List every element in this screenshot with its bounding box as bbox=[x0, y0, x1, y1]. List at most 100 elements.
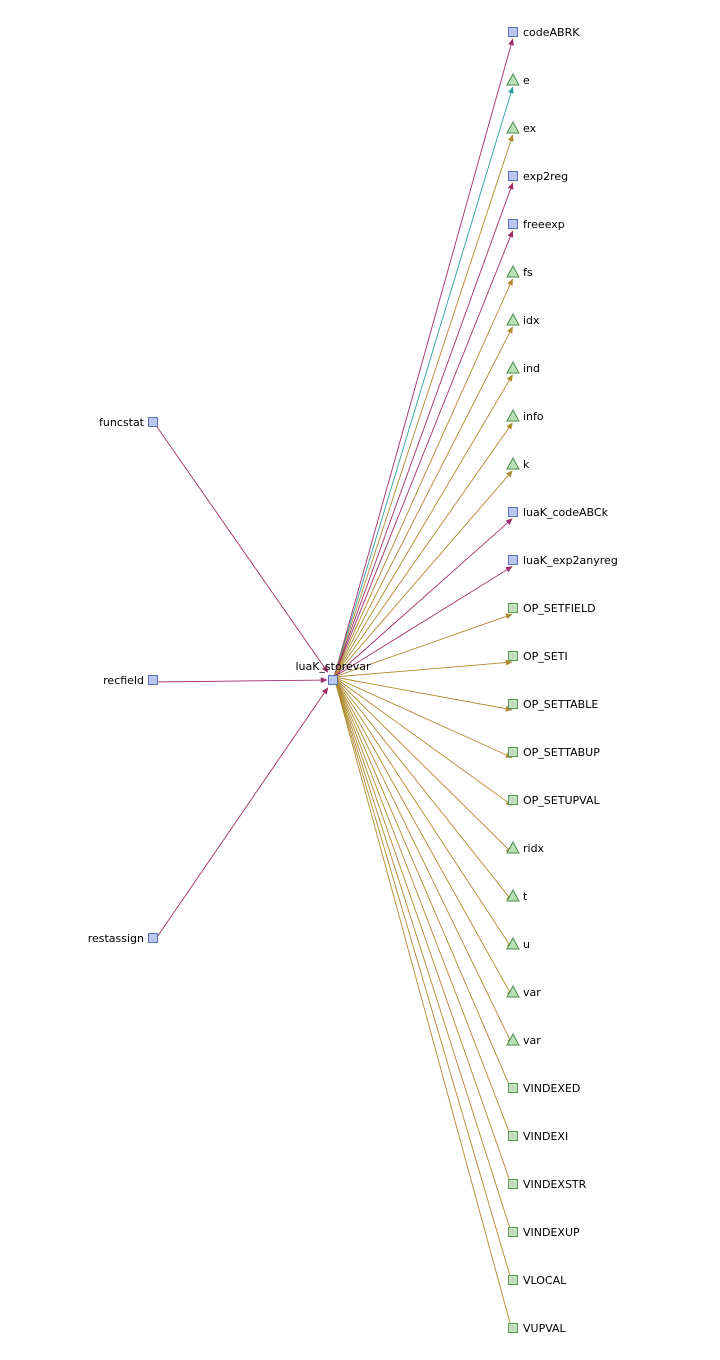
edge-luak-storevar-to-vupval-27 bbox=[333, 676, 514, 1334]
node-label: OP_SETTABLE bbox=[523, 698, 598, 711]
edge-luak-storevar-to-vlocal-26 bbox=[333, 676, 514, 1286]
function-square-icon bbox=[508, 507, 518, 517]
edge-luak-storevar-to-t-18 bbox=[333, 676, 513, 902]
node-label: var bbox=[523, 986, 541, 999]
node-label: OP_SETFIELD bbox=[523, 602, 596, 615]
node-label: luaK_exp2anyreg bbox=[523, 554, 618, 567]
node-luak-exp2anyreg[interactable]: luaK_exp2anyreg bbox=[508, 554, 618, 567]
edge-luak-storevar-to-ind-7 bbox=[333, 374, 513, 678]
node-label: ind bbox=[523, 362, 540, 375]
node-op-setupval[interactable]: OP_SETUPVAL bbox=[508, 794, 601, 807]
node-label: restassign bbox=[88, 932, 144, 945]
variable-triangle-icon bbox=[506, 936, 520, 950]
variable-triangle-icon bbox=[506, 984, 520, 998]
node-recfield[interactable]: recfield bbox=[103, 674, 158, 687]
function-square-icon bbox=[508, 171, 518, 181]
node-u[interactable]: u bbox=[506, 936, 530, 951]
node-vindexed[interactable]: VINDEXED bbox=[508, 1082, 581, 1095]
edge-luak-storevar-to-idx-6 bbox=[333, 326, 513, 678]
edge-luak-storevar-to-codeabrk-0 bbox=[333, 38, 514, 678]
edge-luak-storevar-to-e-1 bbox=[333, 86, 514, 678]
node-label: VINDEXED bbox=[523, 1082, 580, 1095]
variable-triangle-icon bbox=[506, 840, 520, 854]
variable-triangle-icon bbox=[506, 264, 520, 278]
node-ind[interactable]: ind bbox=[506, 360, 540, 375]
edge-luak-storevar-to-fs-5 bbox=[333, 278, 514, 678]
edge-luak-storevar-to-freeexp-4 bbox=[333, 230, 514, 678]
node-label: VINDEXI bbox=[523, 1130, 568, 1143]
node-op-seti[interactable]: OP_SETI bbox=[508, 650, 568, 663]
edge-recfield-to-luak-storevar bbox=[154, 677, 328, 684]
variable-triangle-icon bbox=[506, 312, 520, 326]
node-info[interactable]: info bbox=[506, 408, 544, 423]
node-label: info bbox=[523, 410, 544, 423]
node-op-settabup[interactable]: OP_SETTABUP bbox=[508, 746, 601, 759]
node-e[interactable]: e bbox=[506, 72, 530, 87]
node-label: VUPVAL bbox=[523, 1322, 567, 1335]
function-square-icon bbox=[508, 219, 518, 229]
node-fs[interactable]: fs bbox=[506, 264, 533, 279]
node-label: codeABRK bbox=[523, 26, 580, 39]
node-label: u bbox=[523, 938, 530, 951]
edge-luak-storevar-to-k-9 bbox=[333, 470, 513, 678]
node-label: funcstat bbox=[99, 416, 145, 429]
node-ridx[interactable]: ridx bbox=[506, 840, 545, 855]
variable-triangle-icon bbox=[506, 1032, 520, 1046]
constant-square-icon bbox=[508, 603, 518, 613]
node-vlocal[interactable]: VLOCAL bbox=[508, 1274, 568, 1287]
node-label: k bbox=[523, 458, 530, 471]
constant-square-icon bbox=[508, 1227, 518, 1237]
edge-luak-storevar-to-info-8 bbox=[333, 422, 513, 678]
node-label: fs bbox=[523, 266, 533, 279]
node-label: VINDEXUP bbox=[523, 1226, 580, 1239]
edge-restassign-to-luak-storevar bbox=[154, 687, 329, 941]
edges-layer bbox=[154, 38, 514, 1334]
node-op-settable[interactable]: OP_SETTABLE bbox=[508, 698, 599, 711]
node-var-20[interactable]: var bbox=[506, 984, 541, 999]
constant-square-icon bbox=[508, 1323, 518, 1333]
node-funcstat[interactable]: funcstat bbox=[99, 416, 158, 429]
edge-luak-storevar-to-op-setfield-12 bbox=[333, 613, 513, 678]
constant-square-icon bbox=[508, 795, 518, 805]
node-label: luaK_codeABCk bbox=[523, 506, 609, 519]
node-vindexup[interactable]: VINDEXUP bbox=[508, 1226, 581, 1239]
node-label: VINDEXSTR bbox=[523, 1178, 587, 1191]
node-luak-codeabck[interactable]: luaK_codeABCk bbox=[508, 506, 609, 519]
constant-square-icon bbox=[508, 651, 518, 661]
constant-square-icon bbox=[508, 699, 518, 709]
node-exp2reg[interactable]: exp2reg bbox=[508, 170, 569, 183]
constant-square-icon bbox=[508, 1179, 518, 1189]
node-var-21[interactable]: var bbox=[506, 1032, 541, 1047]
node-label: luaK_storevar bbox=[295, 660, 371, 673]
edge-luak-storevar-to-var-20 bbox=[333, 676, 513, 998]
node-vindexi[interactable]: VINDEXI bbox=[508, 1130, 569, 1143]
node-freeexp[interactable]: freeexp bbox=[508, 218, 565, 231]
edge-luak-storevar-to-vindexup-25 bbox=[333, 676, 514, 1238]
node-codeabrk[interactable]: codeABRK bbox=[508, 26, 581, 39]
nodes-layer: funcstat recfield restassign codeABRK e ex exp… bbox=[88, 26, 618, 1335]
function-square-icon bbox=[328, 675, 338, 685]
node-k[interactable]: k bbox=[506, 456, 530, 471]
node-idx[interactable]: idx bbox=[506, 312, 540, 327]
function-square-icon bbox=[148, 675, 158, 685]
node-luak-storevar[interactable]: luaK_storevar bbox=[295, 660, 371, 685]
node-t[interactable]: t bbox=[506, 888, 528, 903]
node-ex[interactable]: ex bbox=[506, 120, 537, 135]
node-label: ridx bbox=[523, 842, 545, 855]
node-op-setfield[interactable]: OP_SETFIELD bbox=[508, 602, 596, 615]
edge-luak-storevar-to-vindexed-22 bbox=[333, 676, 514, 1094]
edge-luak-storevar-to-var-21 bbox=[333, 676, 513, 1046]
variable-triangle-icon bbox=[506, 408, 520, 422]
variable-triangle-icon bbox=[506, 360, 520, 374]
constant-square-icon bbox=[508, 1083, 518, 1093]
constant-square-icon bbox=[508, 1275, 518, 1285]
edge-luak-storevar-to-op-seti-13 bbox=[333, 659, 513, 678]
edge-luak-storevar-to-op-setupval-16 bbox=[333, 676, 513, 806]
node-vindexstr[interactable]: VINDEXSTR bbox=[508, 1178, 587, 1191]
node-vupval[interactable]: VUPVAL bbox=[508, 1322, 567, 1335]
constant-square-icon bbox=[508, 747, 518, 757]
node-restassign[interactable]: restassign bbox=[88, 932, 158, 945]
constant-square-icon bbox=[508, 1131, 518, 1141]
node-label: recfield bbox=[103, 674, 144, 687]
